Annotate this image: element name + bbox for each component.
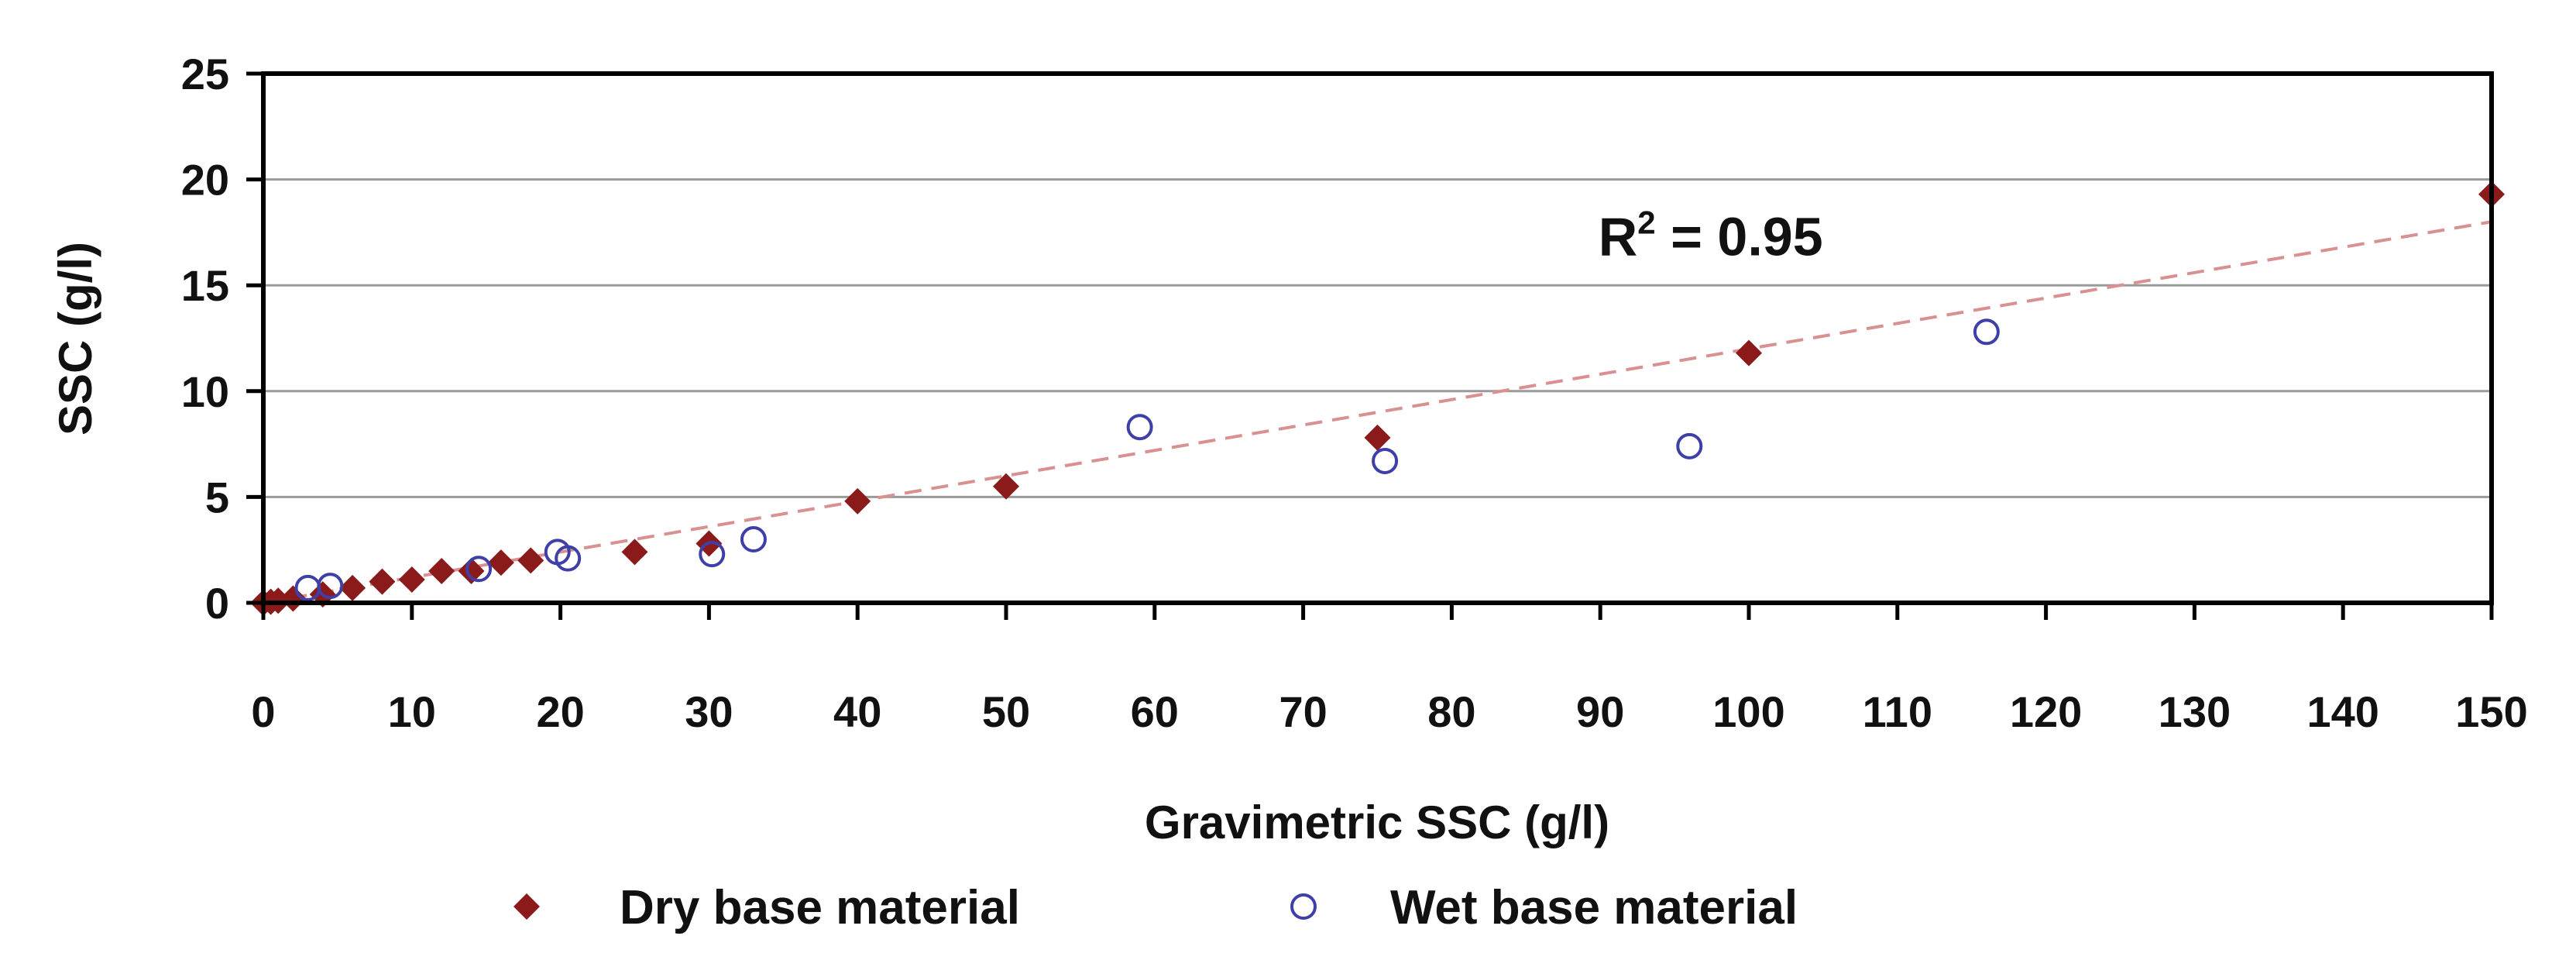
point-dry-17 [1736, 339, 1762, 366]
point-dry-6 [369, 568, 396, 595]
x-tick-label-90: 90 [1576, 687, 1624, 736]
point-dry-9 [458, 558, 485, 585]
point-wet-4 [555, 545, 582, 572]
r-squared-annotation: R2 = 0.95 [1599, 204, 1823, 267]
x-tick-label-40: 40 [833, 687, 881, 736]
x-tick-label-0: 0 [251, 687, 275, 736]
x-axis-ticks: 0 10 20 30 40 50 60 70 80 90 100 110 120 130 140 150 [251, 603, 2528, 736]
point-wet-7 [1126, 414, 1153, 441]
point-wet-8 [1372, 447, 1399, 474]
point-dry-15 [993, 473, 1019, 500]
y-axis-ticks: 0 5 10 15 20 25 [181, 50, 263, 628]
point-dry-3 [280, 585, 307, 612]
x-tick-label-120: 120 [2010, 687, 2082, 736]
legend-marker-dry [513, 893, 540, 920]
x-tick-label-150: 150 [2455, 687, 2527, 736]
y-tick-label-0: 0 [205, 579, 229, 628]
trendline [263, 220, 2492, 604]
legend-label-wet: Wet base material [1390, 881, 1798, 934]
x-tick-label-100: 100 [1712, 687, 1784, 736]
x-tick-label-50: 50 [982, 687, 1030, 736]
point-dry-7 [398, 566, 425, 593]
point-dry-8 [428, 558, 455, 585]
legend-marker-wet [1290, 893, 1317, 920]
legend: Dry base material Wet base material [513, 881, 1798, 934]
point-wet-10 [1973, 318, 2000, 346]
point-wet-6 [740, 526, 767, 553]
data-points [250, 181, 2505, 616]
y-tick-label-10: 10 [181, 367, 229, 416]
trendline-layer [263, 220, 2492, 604]
gridlines [263, 178, 2492, 498]
plot-area-frame [261, 71, 2494, 605]
y-tick-label-15: 15 [181, 261, 229, 310]
point-wet-2 [465, 556, 493, 583]
x-tick-label-30: 30 [685, 687, 733, 736]
x-tick-label-110: 110 [1863, 687, 1932, 736]
y-tick-label-20: 20 [181, 156, 229, 205]
point-dry-16 [1364, 424, 1391, 451]
point-wet-1 [317, 573, 344, 600]
point-dry-14 [844, 487, 871, 514]
point-dry-11 [517, 547, 544, 574]
x-tick-label-80: 80 [1427, 687, 1475, 736]
point-dry-5 [339, 574, 366, 601]
x-tick-label-140: 140 [2306, 687, 2379, 736]
point-dry-12 [621, 539, 648, 566]
x-tick-label-60: 60 [1131, 687, 1179, 736]
r-squared-value: = 0.95 [1656, 206, 1823, 267]
x-axis-title: Gravimetric SSC (g/l) [1145, 797, 1609, 848]
legend-label-dry: Dry base material [620, 881, 1020, 934]
r-squared-base: R [1599, 206, 1638, 267]
x-tick-label-10: 10 [388, 687, 436, 736]
r-squared-superscript: 2 [1637, 204, 1655, 240]
y-axis-title: SSC (g/l) [50, 242, 101, 435]
y-tick-label-25: 25 [181, 50, 229, 98]
x-tick-label-130: 130 [2159, 687, 2231, 736]
point-dry-10 [487, 549, 514, 576]
x-tick-label-70: 70 [1279, 687, 1327, 736]
y-tick-label-5: 5 [205, 473, 229, 521]
point-wet-5 [699, 541, 726, 568]
point-wet-9 [1676, 432, 1703, 459]
x-tick-label-20: 20 [536, 687, 584, 736]
